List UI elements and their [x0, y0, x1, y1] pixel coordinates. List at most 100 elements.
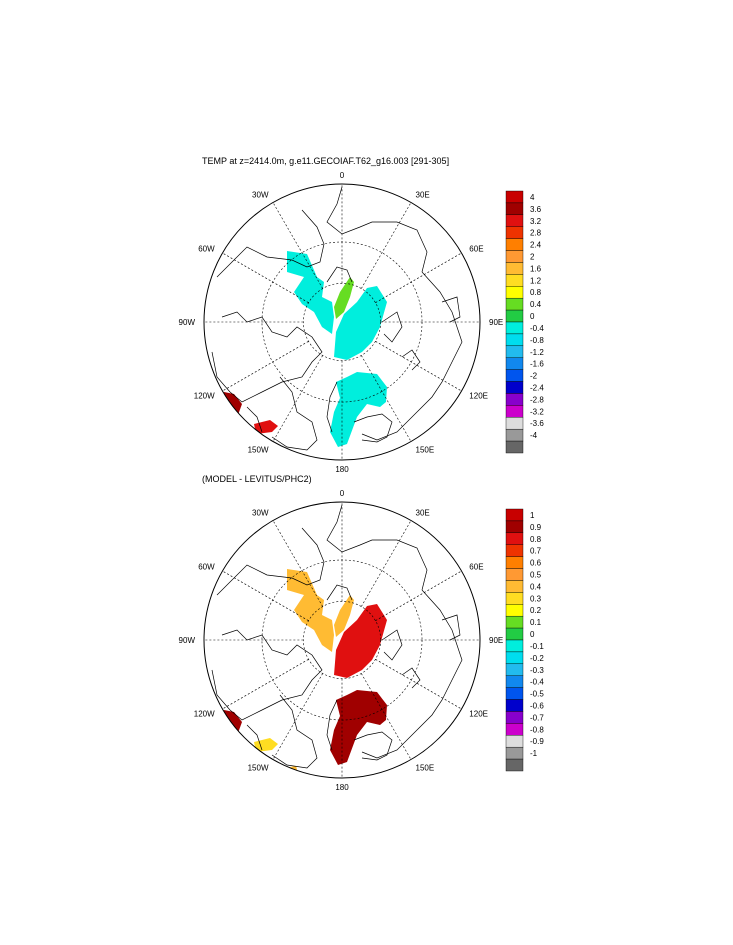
lon-label: 30E — [416, 191, 430, 200]
lon-label: 150E — [416, 445, 435, 454]
colorbar-tick-label: -0.4 — [530, 678, 544, 687]
colorbar-tick-label: -0.8 — [530, 725, 544, 734]
colorbar-swatch — [505, 190, 524, 204]
colorbar-tick-label: -2 — [530, 372, 538, 381]
map-border — [203, 501, 481, 779]
coastline — [381, 629, 403, 661]
colorbar-swatch — [505, 297, 524, 311]
map-title: TEMP at z=2414.0m, g.e11.GECOIAF.T62_g16… — [202, 156, 449, 166]
colorbar-tick-label: 0.6 — [530, 559, 542, 568]
colorbar-tick-label: -1.2 — [530, 348, 544, 357]
colorbar-swatch — [505, 417, 524, 430]
colorbar-swatch — [505, 202, 524, 216]
colorbar-swatch — [505, 651, 524, 665]
colorbar-swatch — [505, 286, 524, 299]
region-nordic-seas — [330, 372, 387, 447]
lon-label: 120E — [469, 392, 488, 401]
lon-label: 30W — [252, 191, 269, 200]
colorbar-tick-label: -2.8 — [530, 395, 544, 404]
coastline — [246, 724, 263, 751]
colorbar-swatch — [505, 321, 524, 335]
meridian — [361, 355, 412, 442]
colorbar-swatch — [505, 428, 524, 442]
colorbar-swatch — [505, 675, 524, 688]
colorbar-tick-label: -4 — [530, 431, 538, 440]
colorbar-swatch — [505, 226, 524, 239]
map-title: (MODEL - LEVITUS/PHC2) — [202, 474, 312, 484]
colorbar-tick-label: -0.4 — [530, 324, 544, 333]
colorbar-tick-label: -2.4 — [530, 384, 544, 393]
coastline — [353, 731, 393, 761]
colorbar-tick-label: 0.2 — [530, 606, 542, 615]
coastline — [326, 381, 338, 433]
colorbar-swatch — [505, 639, 524, 653]
colorbar-tick-label: -3.6 — [530, 419, 544, 428]
colorbar-swatch — [505, 568, 524, 581]
colorbar-tick-label: -0.6 — [530, 702, 544, 711]
colorbar-swatch — [505, 333, 524, 347]
lon-label: 0 — [340, 171, 345, 180]
meridian — [272, 520, 323, 607]
map-area — [204, 184, 480, 460]
lon-label: 60E — [469, 245, 483, 254]
region-makarov-canada-basin — [287, 569, 334, 652]
colorbar-swatch — [505, 735, 524, 748]
lon-label: 150W — [248, 445, 269, 454]
lon-label: 90E — [489, 636, 503, 645]
colorbar-tick-label: 0.8 — [530, 288, 542, 297]
map-panel-1: TEMP at z=2414.0m, g.e11.GECOIAF.T62_g16… — [179, 156, 545, 474]
colorbar-tick-label: -3.2 — [530, 407, 544, 416]
colorbar-swatch — [505, 393, 524, 406]
lon-label: 180 — [335, 465, 349, 474]
lon-label: 120W — [194, 710, 215, 719]
colorbar-tick-label: -0.7 — [530, 713, 544, 722]
region-irminger-sea — [254, 738, 278, 752]
colorbar-swatch — [505, 699, 524, 712]
colorbar-swatch — [505, 238, 524, 251]
colorbar-tick-label: -1.6 — [530, 360, 544, 369]
coastline — [326, 266, 353, 283]
colorbar-swatch — [505, 687, 524, 700]
coastline — [326, 699, 338, 751]
coastline — [326, 186, 428, 273]
meridian — [272, 355, 323, 442]
meridian — [361, 673, 412, 760]
colorbar-swatch — [505, 627, 524, 641]
colorbar-swatch — [505, 262, 524, 275]
colorbar-tick-label: 2 — [530, 253, 535, 262]
lon-label: 120W — [194, 392, 215, 401]
colorbar-tick-label: 0.8 — [530, 535, 542, 544]
coastline — [381, 311, 403, 343]
colorbar-swatch — [505, 532, 524, 545]
lon-label: 90W — [179, 318, 196, 327]
colorbar-swatch — [505, 758, 524, 772]
colorbar-swatch — [505, 663, 524, 676]
colorbar-tick-label: 0.4 — [530, 582, 542, 591]
colorbar-tick-label: 0.3 — [530, 594, 542, 603]
region-nordic-seas — [330, 690, 387, 765]
colorbar-tick-label: -0.2 — [530, 654, 544, 663]
region-makarov-canada-basin — [287, 251, 334, 334]
colorbar-swatch — [505, 544, 524, 557]
lon-label: 90E — [489, 318, 503, 327]
coastline — [216, 527, 325, 596]
meridian — [222, 659, 309, 710]
colorbar-tick-label: 0 — [530, 630, 535, 639]
coastline — [271, 694, 318, 769]
colorbar: 4 3.6 3.2 2.8 2.4 2 1.6 1.2 0.8 0.4 0 -0.4 -0.8 -1.2 -… — [505, 190, 544, 454]
colorbar-tick-label: 2.8 — [530, 229, 542, 238]
coastline — [271, 376, 318, 451]
lon-label: 30W — [252, 509, 269, 518]
coastline — [361, 271, 463, 441]
coastline — [211, 311, 323, 403]
colorbar: 1 0.9 0.8 0.7 0.6 0.5 0.4 0.3 0.2 0.1 0 -0.1 -0.2 -0.… — [505, 508, 544, 772]
colorbar-swatch — [505, 309, 524, 323]
colorbar-swatch — [505, 369, 524, 382]
lon-label: 90W — [179, 636, 196, 645]
lon-label: 30E — [416, 509, 430, 518]
meridian — [361, 520, 412, 607]
lon-label: 0 — [340, 489, 345, 498]
colorbar-tick-label: 2.4 — [530, 241, 542, 250]
lon-label: 150W — [248, 763, 269, 772]
